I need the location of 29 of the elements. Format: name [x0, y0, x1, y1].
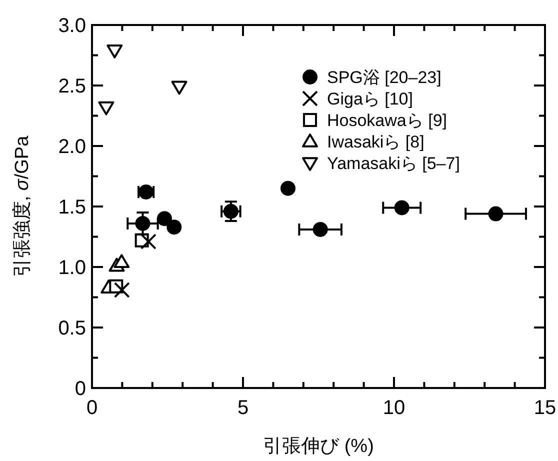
x-tick-label: 5: [237, 397, 249, 419]
y-tick-label: 1.0: [58, 257, 86, 279]
legend-label: Hosokawaら [9]: [327, 111, 447, 130]
point: [106, 44, 123, 58]
x-axis-title: 引張伸び (%): [263, 436, 374, 457]
point: [280, 180, 296, 196]
point: [488, 206, 504, 222]
point: [135, 216, 150, 231]
point: [394, 200, 410, 216]
x-tick-label: 10: [382, 397, 406, 419]
point: [114, 282, 130, 298]
y-tick-label: 0: [74, 378, 86, 400]
y-tick-label: 1.5: [58, 196, 86, 218]
y-tick-label: 3.0: [58, 15, 86, 37]
point: [171, 80, 188, 95]
y-tick-label: 0.5: [58, 318, 86, 340]
point: [156, 211, 172, 226]
point: [114, 254, 130, 268]
legend-label: Yamasakiら [5–7]: [327, 154, 460, 173]
point: [166, 220, 182, 235]
legend-label: Iwasakiら [8]: [327, 132, 424, 152]
point: [98, 101, 114, 116]
x-tick-label: 15: [534, 397, 556, 419]
y-tick-label: 2.0: [58, 136, 86, 158]
y-tick-label: 2.5: [58, 76, 86, 98]
point: [312, 222, 328, 237]
y-axis-title: 引張強度, σ/GPa: [11, 135, 33, 278]
legend-label: SPG浴 [20–23]: [327, 68, 442, 87]
legend-label: Gigaら [10]: [327, 90, 413, 108]
